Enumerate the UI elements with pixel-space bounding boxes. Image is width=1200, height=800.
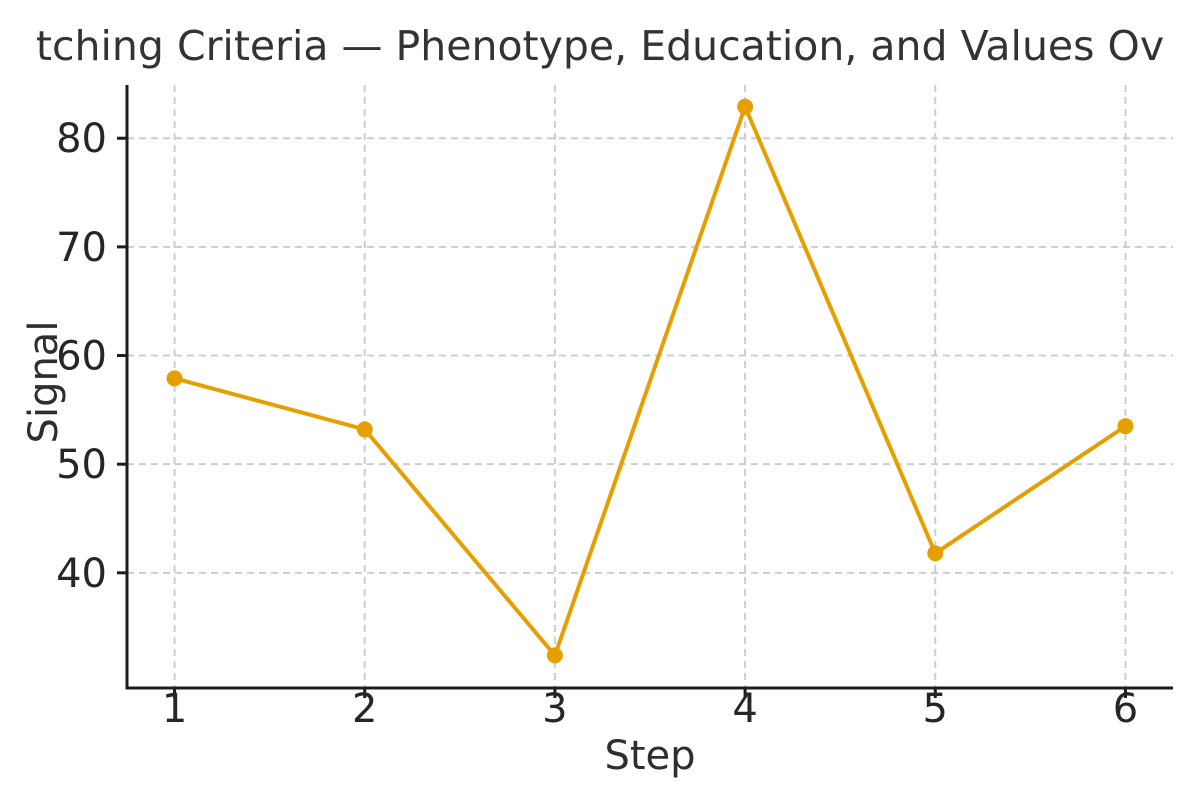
x-tick-label: 6 <box>1113 686 1138 732</box>
series-line <box>172 104 1128 658</box>
y-tick-label: 80 <box>56 116 107 162</box>
y-tick-label: 50 <box>56 442 107 488</box>
axis-spines <box>125 85 1173 690</box>
x-tick-label: 5 <box>923 686 948 732</box>
data-point-marker <box>927 545 944 562</box>
x-tick-label: 3 <box>542 686 567 732</box>
chart-title-text: tching Criteria — Phenotype, Education, … <box>35 22 1165 70</box>
x-tick-label: 1 <box>162 686 187 732</box>
x-axis-label: Step <box>604 733 696 779</box>
y-axis-label: Signal <box>21 320 67 444</box>
data-point-marker <box>166 370 183 387</box>
data-point-marker <box>546 647 563 664</box>
data-point-marker <box>1117 418 1134 435</box>
chart-title: tching Criteria — Phenotype, Education, … <box>0 0 1200 82</box>
data-point-marker <box>356 421 373 438</box>
y-tick-label: 40 <box>56 551 107 597</box>
x-tick-label: 2 <box>352 686 377 732</box>
y-tick-label: 70 <box>56 225 107 271</box>
y-tick-label: 60 <box>56 334 107 380</box>
x-tick-label: 4 <box>732 686 757 732</box>
data-point-marker <box>737 98 754 115</box>
